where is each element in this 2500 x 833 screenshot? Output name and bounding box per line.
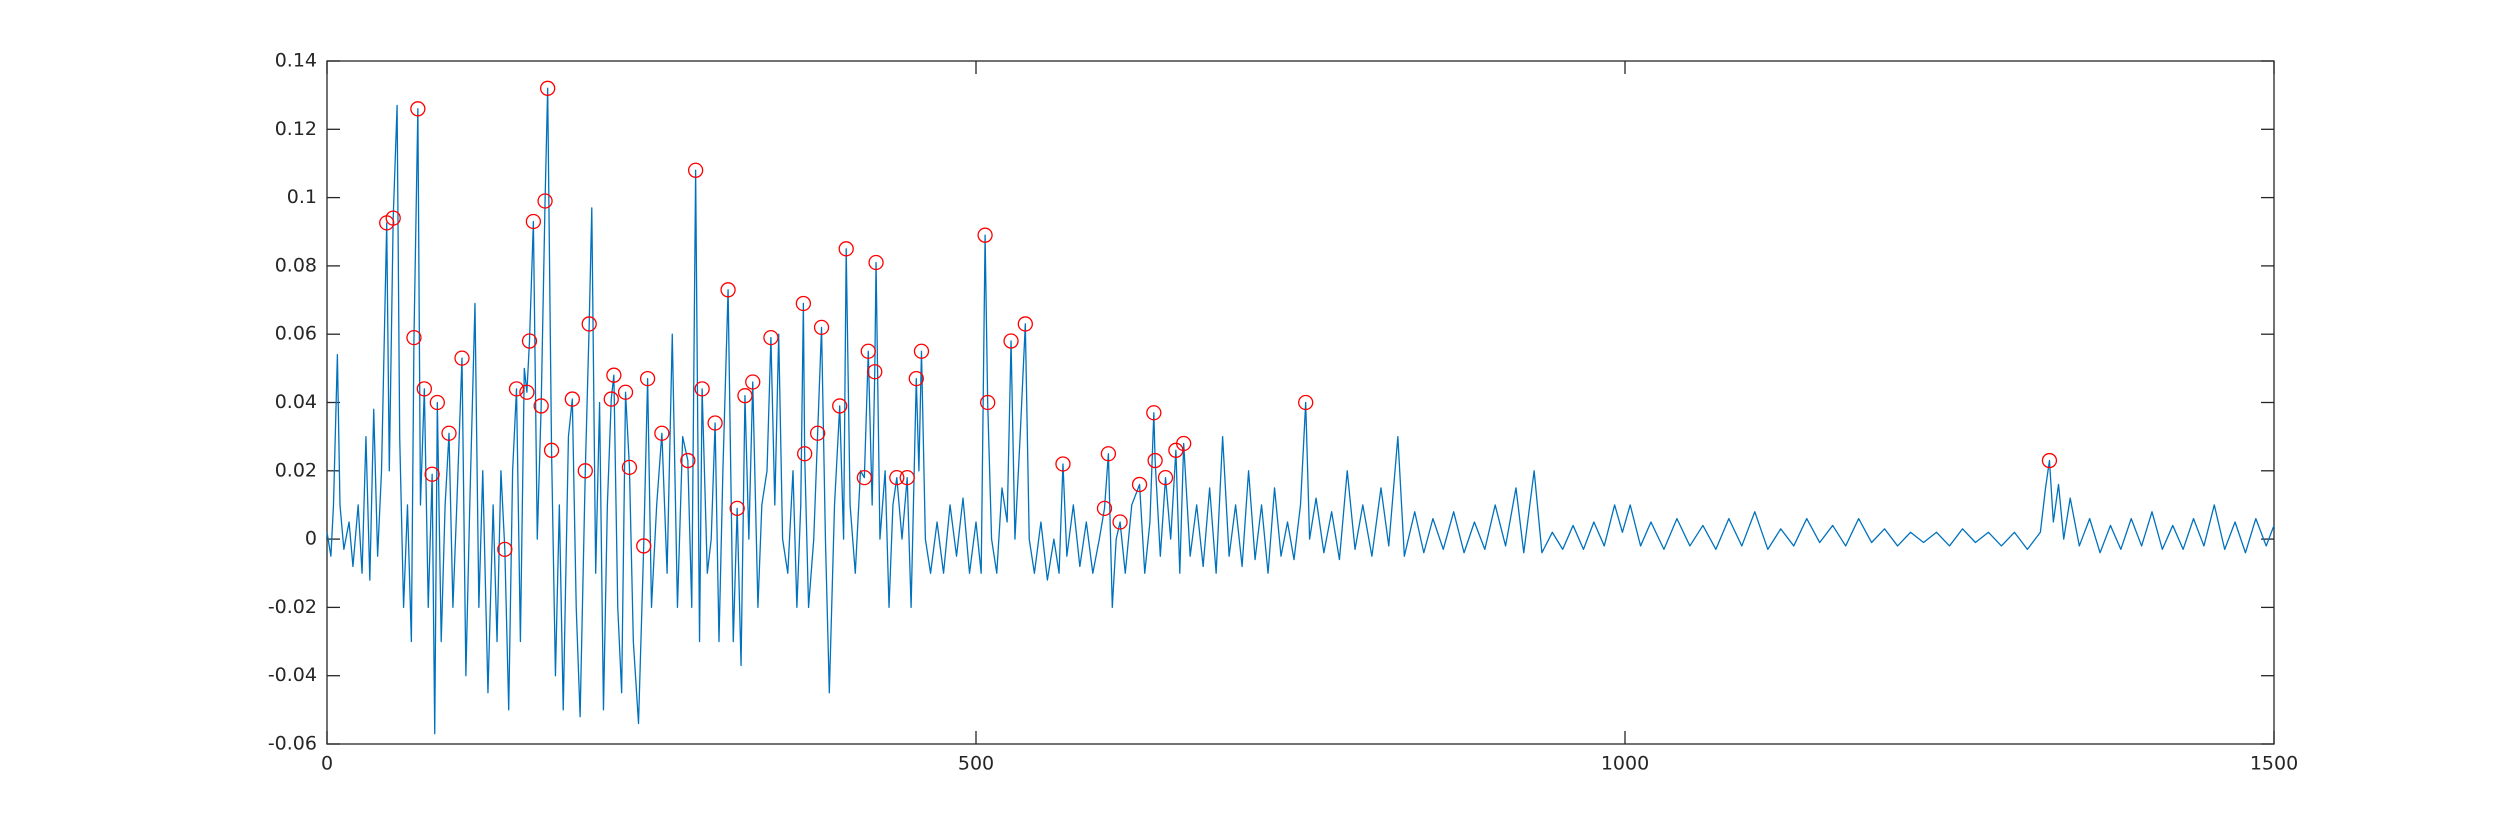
peak-marker [908, 370, 924, 387]
y-tick-label: 0.14 [275, 50, 317, 72]
peak-marker [729, 500, 745, 517]
peak-marker [1298, 394, 1314, 411]
peak-marker [867, 364, 883, 380]
peak-marker [856, 469, 873, 486]
peak-marker [537, 193, 553, 209]
peak-marker [832, 398, 848, 414]
peak-marker [838, 241, 854, 257]
y-tick-label: 0.06 [275, 323, 317, 345]
peak-marker [1112, 514, 1128, 530]
peak-marker [636, 538, 652, 554]
peak-marker [639, 370, 656, 387]
x-tick-label: 1500 [2250, 753, 2298, 775]
peak-marker [1100, 446, 1117, 462]
x-tick-label: 500 [958, 753, 994, 775]
peak-marker [416, 381, 433, 397]
peak-marker [1003, 333, 1019, 349]
peak-marker [564, 391, 580, 407]
peak-marker [540, 80, 556, 96]
peak-marker [1157, 469, 1174, 486]
peak-marker [977, 227, 993, 243]
peak-marker [606, 367, 622, 383]
peak-marker [1055, 456, 1071, 472]
peak-marker [797, 446, 813, 462]
peak-marker [1131, 476, 1148, 493]
peak-marker [737, 388, 753, 404]
peak-marker [860, 343, 876, 359]
peak-marker [406, 329, 422, 346]
peak-marker [508, 381, 525, 397]
y-tick-label: 0.04 [275, 391, 317, 413]
peak-marker [441, 425, 457, 441]
peak-marker [1017, 316, 1033, 332]
axes-box [326, 60, 2275, 745]
x-tick-label: 0 [321, 753, 333, 775]
peak-marker [913, 343, 930, 359]
peak-marker [1176, 435, 1192, 452]
peak-marker [1096, 500, 1113, 517]
y-tick-label: 0 [305, 528, 317, 550]
y-tick-label: -0.04 [268, 664, 317, 686]
peak-marker [707, 415, 723, 431]
peak-marker [868, 254, 884, 271]
peak-marker [899, 469, 915, 486]
peak-marker [809, 425, 826, 441]
peak-marker [519, 384, 535, 400]
peak-marker [454, 350, 470, 366]
peak-marker [2041, 452, 2058, 469]
peak-marker [795, 295, 812, 312]
peak-marker [621, 459, 638, 476]
y-tick-label: -0.02 [268, 596, 317, 618]
peak-marker [424, 466, 440, 482]
y-tick-label: -0.06 [268, 733, 317, 755]
peak-marker [1147, 452, 1163, 469]
peak-marker [497, 541, 513, 557]
y-tick-label: 0.12 [275, 118, 317, 140]
peak-marker [1146, 405, 1162, 421]
peak-marker [980, 394, 996, 411]
y-tick-label: 0.02 [275, 459, 317, 481]
peak-marker [410, 101, 426, 117]
peak-marker [603, 391, 619, 407]
peak-marker [543, 442, 560, 458]
peak-marker [385, 210, 401, 226]
peak-marker [429, 394, 445, 411]
x-tick-label: 1000 [1601, 753, 1649, 775]
peak-marker [581, 316, 597, 332]
peak-marker [763, 329, 779, 346]
peak-marker [680, 452, 696, 469]
peak-marker [577, 463, 593, 479]
y-tick-label: 0.08 [275, 254, 317, 276]
peak-marker [720, 282, 736, 298]
peak-marker [889, 469, 905, 486]
peak-marker [694, 381, 710, 397]
peak-marker [617, 384, 634, 400]
peak-marker [745, 374, 761, 390]
peak-marker [654, 425, 670, 441]
peak-marker [521, 333, 538, 349]
peak-marker [525, 213, 542, 230]
peak-marker [813, 319, 830, 336]
peak-marker [687, 162, 704, 178]
signal-line [326, 87, 2275, 735]
y-tick-label: 0.1 [287, 186, 317, 208]
peak-marker [533, 398, 549, 414]
